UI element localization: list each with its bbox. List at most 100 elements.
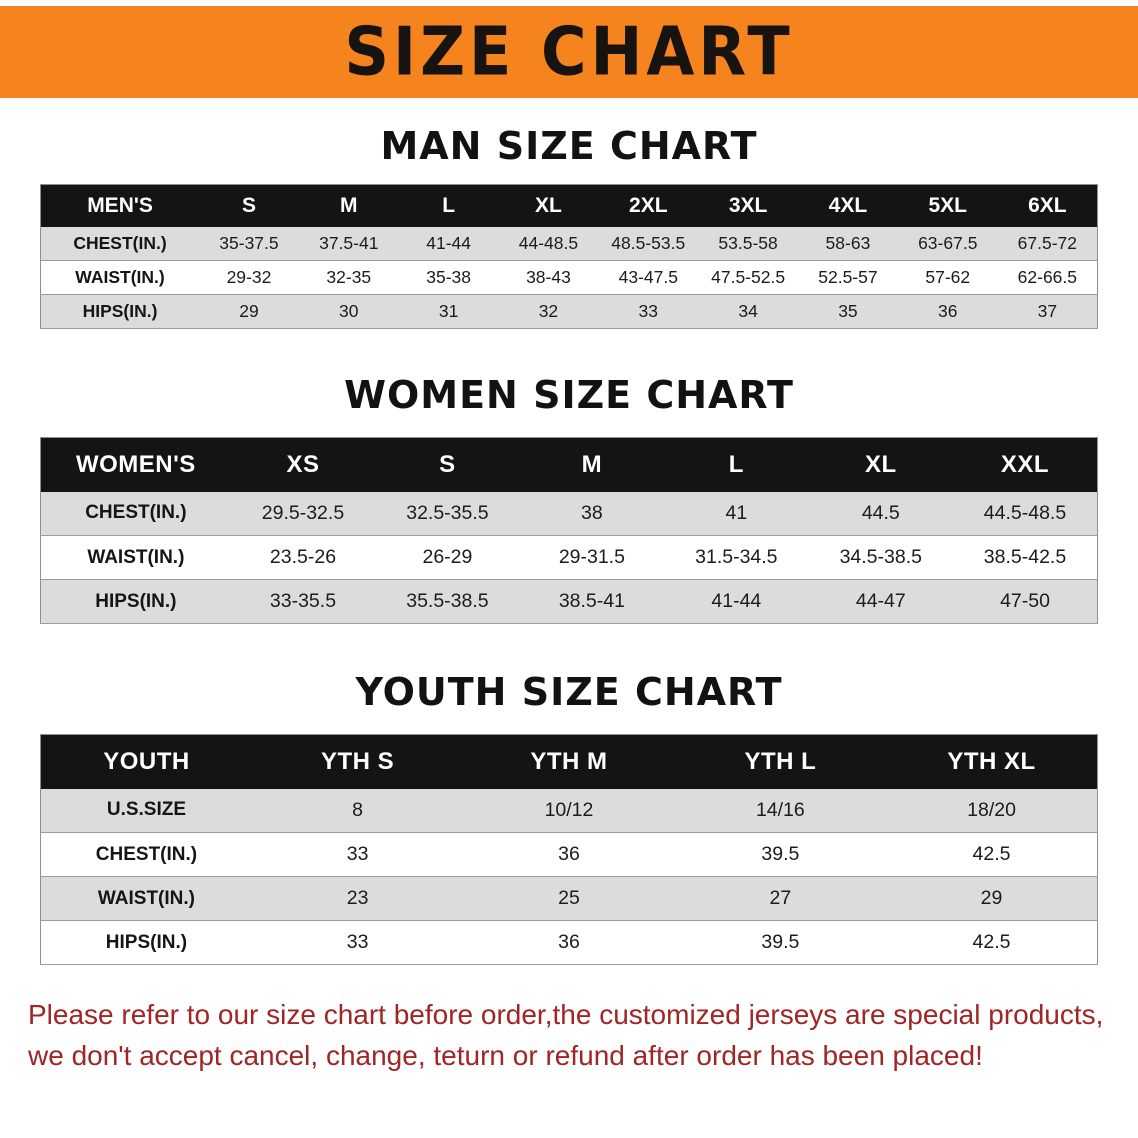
size-value-cell: 35 [838,301,858,321]
size-value-cell: 29-32 [226,267,272,287]
size-value-cell: 57-62 [925,267,971,287]
row-label: HIPS(IN.) [82,301,158,321]
size-value-cell: 42.5 [972,843,1011,865]
size-column-header: 4XL [798,184,898,227]
size-value-cell: 58-63 [825,232,871,253]
size-column-header: 6XL [997,184,1098,227]
size-value-cell: 25 [558,887,580,909]
youth-header-row: YOUTH YTH S YTH M YTH L YTH XL [40,734,1098,789]
table-row: CHEST(IN.) 29.5-32.5 32.5-35.5 38 41 44.… [40,491,1098,536]
size-value-cell: 37.5-41 [319,232,379,253]
size-value-cell: 38.5-42.5 [983,546,1067,568]
size-value-cell: 27 [769,887,792,909]
table-row: HIPS(IN.) 33-35.5 35.5-38.5 38.5-41 41-4… [40,579,1098,624]
size-value-cell: 36 [558,931,580,953]
size-value-cell: 36 [938,301,958,321]
size-value-cell: 29 [239,301,259,321]
size-value-cell: 44.5-48.5 [983,501,1067,524]
size-value-cell: 63-67.5 [918,232,978,253]
size-value-cell: 44.5 [861,501,900,524]
size-value-cell: 47-50 [1000,590,1050,612]
table-row: U.S.SIZE 8 10/12 14/16 18/20 [40,788,1098,833]
size-column-header: S [199,184,299,227]
size-chart-page: SIZE CHART MAN SIZE CHART MEN'S S M L XL… [0,6,1138,1138]
size-value-cell: 43-47.5 [618,267,678,287]
size-value-cell: 39.5 [761,931,800,953]
size-value-cell: 26-29 [422,546,473,568]
row-label: CHEST(IN.) [73,232,167,253]
size-value-cell: 23 [346,887,369,909]
size-value-cell: 10/12 [544,798,594,821]
size-column-header: XXL [953,437,1098,492]
size-column-header: M [519,437,665,492]
table-row: CHEST(IN.) 33 36 39.5 42.5 [40,832,1098,877]
page-title: SIZE CHART [344,12,794,91]
women-section: WOMEN SIZE CHART WOMEN'S XS S M L XL XXL… [0,373,1138,624]
disclaimer: Please refer to our size chart before or… [0,995,1138,1076]
size-column-header: YTH L [674,734,887,789]
size-column-header: L [398,184,499,227]
size-value-cell: 14/16 [755,798,805,821]
size-value-cell: 29.5-32.5 [261,501,345,524]
row-label: WAIST(IN.) [75,267,165,287]
youth-section-heading: YOUTH SIZE CHART [355,670,783,714]
size-value-cell: 34.5-38.5 [839,546,922,568]
size-value-cell: 48.5-53.5 [611,232,686,253]
row-label: U.S.SIZE [106,799,187,821]
size-value-cell: 31 [438,301,459,321]
size-column-header: 2XL [598,184,699,227]
size-value-cell: 38 [581,501,603,524]
table-row: WAIST(IN.) 23.5-26 26-29 29-31.5 31.5-34… [40,535,1098,580]
size-column-header: XS [230,437,376,492]
size-value-cell: 38-43 [526,267,571,287]
size-value-cell: 53.5-58 [718,232,778,253]
table-row: CHEST(IN.) 35-37.5 37.5-41 41-44 44-48.5… [40,226,1098,261]
row-label: WAIST(IN.) [87,546,185,568]
size-column-header: XL [808,437,954,492]
size-value-cell: 30 [339,301,359,321]
size-value-cell: 47.5-52.5 [711,267,786,287]
men-size-table: MEN'S S M L XL 2XL 3XL 4XL 5XL 6XL CHEST… [40,184,1098,329]
size-value-cell: 44-48.5 [518,232,579,253]
size-column-header: 5XL [897,184,998,227]
size-column-header: YTH S [251,734,464,789]
size-value-cell: 39.5 [761,843,800,865]
size-value-cell: 32 [538,301,559,321]
table-row: WAIST(IN.) 23 25 27 29 [40,876,1098,921]
size-value-cell: 32-35 [326,267,372,287]
size-value-cell: 33 [638,301,658,321]
table-row: HIPS(IN.) 33 36 39.5 42.5 [40,920,1098,965]
size-value-cell: 32.5-35.5 [406,501,489,524]
women-table-title: WOMEN'S [40,437,231,492]
size-value-cell: 33 [346,931,369,953]
size-column-header: XL [498,184,599,227]
size-value-cell: 33 [346,843,369,865]
women-section-heading: WOMEN SIZE CHART [344,373,794,417]
table-row: WAIST(IN.) 29-32 32-35 35-38 38-43 43-47… [40,260,1098,295]
youth-size-table: YOUTH YTH S YTH M YTH L YTH XL U.S.SIZE … [40,734,1098,965]
size-column-header: L [664,437,809,492]
size-value-cell: 67.5-72 [1017,232,1078,253]
men-table-title: MEN'S [40,184,200,227]
men-section-heading: MAN SIZE CHART [380,124,758,168]
size-value-cell: 29 [980,887,1003,909]
size-value-cell: 35-37.5 [219,232,279,253]
size-value-cell: 62-66.5 [1017,267,1078,287]
size-value-cell: 36 [558,843,580,865]
row-label: WAIST(IN.) [97,887,195,909]
youth-table-title: YOUTH [40,734,252,789]
row-label: CHEST(IN.) [85,502,187,524]
size-value-cell: 34 [738,301,758,321]
row-label: HIPS(IN.) [105,931,188,953]
size-value-cell: 38.5-41 [558,590,625,612]
men-section: MAN SIZE CHART MEN'S S M L XL 2XL 3XL 4X… [0,124,1138,329]
size-value-cell: 41-44 [711,590,762,612]
size-column-header: YTH M [463,734,675,789]
size-value-cell: 44-47 [855,590,906,612]
size-chart-banner: SIZE CHART [0,6,1138,98]
size-value-cell: 35.5-38.5 [406,590,489,612]
row-label: HIPS(IN.) [95,590,177,612]
size-column-header: 3XL [698,184,799,227]
size-value-cell: 37 [1037,301,1058,321]
men-header-row: MEN'S S M L XL 2XL 3XL 4XL 5XL 6XL [40,184,1098,227]
